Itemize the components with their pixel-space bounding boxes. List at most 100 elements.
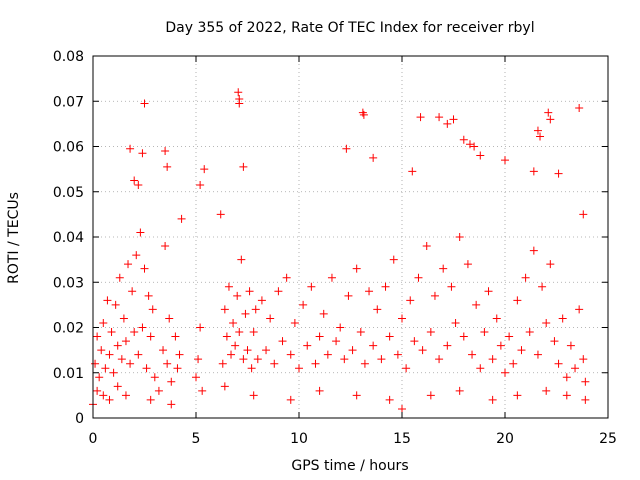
data-point <box>513 391 522 400</box>
data-point <box>408 167 417 176</box>
data-point <box>200 165 209 174</box>
data-point <box>159 346 168 355</box>
data-point <box>132 251 141 260</box>
x-axis-label: GPS time / hours <box>291 458 408 474</box>
data-point <box>455 233 464 241</box>
data-point <box>194 355 203 364</box>
data-point <box>470 142 479 151</box>
data-point <box>243 346 252 355</box>
data-point <box>99 318 108 327</box>
data-point <box>488 355 497 364</box>
data-point <box>105 350 114 359</box>
data-point <box>579 355 588 364</box>
data-point <box>121 391 130 400</box>
data-point <box>282 273 291 282</box>
data-point <box>177 214 186 223</box>
data-point <box>117 355 126 364</box>
data-point <box>365 287 374 296</box>
y-tick-label: 0.02 <box>53 321 84 337</box>
chart-title: Day 355 of 2022, Rate Of TEC Index for r… <box>165 20 534 36</box>
y-tick-label: 0.06 <box>53 140 84 156</box>
data-point <box>319 309 328 318</box>
data-point <box>550 337 559 346</box>
data-point <box>121 337 130 346</box>
data-point <box>332 337 341 346</box>
data-point <box>443 341 452 350</box>
data-point <box>198 386 207 395</box>
data-point <box>496 341 505 350</box>
data-point <box>342 144 351 153</box>
data-point <box>119 314 128 323</box>
data-point <box>385 395 394 404</box>
data-point <box>393 350 402 359</box>
data-point <box>544 108 553 117</box>
x-tick-label: 20 <box>496 431 514 447</box>
data-point <box>239 162 248 171</box>
data-point <box>299 300 308 309</box>
data-point <box>554 169 563 178</box>
data-point <box>443 119 452 128</box>
data-point <box>525 328 534 337</box>
y-tick-label: 0 <box>75 411 84 427</box>
data-point <box>360 359 369 368</box>
data-point <box>274 287 283 296</box>
data-point <box>142 364 151 373</box>
data-point <box>315 386 324 395</box>
data-point <box>134 350 143 359</box>
data-point <box>227 350 236 359</box>
data-point <box>93 332 102 341</box>
data-point <box>130 176 139 185</box>
data-point <box>138 323 147 332</box>
data-point <box>148 305 157 314</box>
data-point <box>416 113 425 122</box>
data-point <box>426 391 435 400</box>
y-tick-label: 0.03 <box>53 275 84 291</box>
data-point <box>529 167 538 176</box>
data-point <box>124 260 133 269</box>
data-point <box>521 273 530 282</box>
data-point <box>303 341 312 350</box>
data-point <box>95 373 104 382</box>
data-point <box>476 364 485 373</box>
data-point <box>134 180 143 189</box>
data-point <box>476 151 485 160</box>
data-point <box>257 296 266 305</box>
data-point <box>533 350 542 359</box>
data-point <box>233 291 242 300</box>
data-point <box>402 364 411 373</box>
data-point <box>136 228 145 237</box>
data-point <box>501 156 509 165</box>
data-point <box>352 391 361 400</box>
data-point <box>103 296 112 305</box>
data-point <box>266 314 275 323</box>
data-point <box>175 350 184 359</box>
y-tick-label: 0.01 <box>53 366 84 382</box>
data-point <box>140 264 149 273</box>
data-point <box>359 110 368 119</box>
data-point <box>216 210 225 219</box>
data-point <box>562 391 571 400</box>
data-point <box>220 305 229 314</box>
data-point <box>581 377 590 386</box>
data-point <box>245 287 254 296</box>
data-point <box>558 314 567 323</box>
axis-ticks <box>92 55 609 419</box>
data-point <box>111 300 120 309</box>
data-point <box>579 210 588 219</box>
data-point <box>315 332 324 341</box>
data-point <box>93 386 102 395</box>
data-point <box>101 364 110 373</box>
data-point <box>196 180 205 189</box>
data-point <box>161 147 170 156</box>
data-point <box>575 305 584 314</box>
data-point <box>344 291 353 300</box>
x-tick-label: 25 <box>599 431 617 447</box>
data-point <box>163 162 172 171</box>
data-point <box>262 346 271 355</box>
data-point <box>581 395 590 404</box>
data-point <box>435 113 444 122</box>
data-point <box>575 104 584 113</box>
data-point <box>270 359 279 368</box>
data-point <box>307 282 316 291</box>
data-point <box>249 328 258 337</box>
